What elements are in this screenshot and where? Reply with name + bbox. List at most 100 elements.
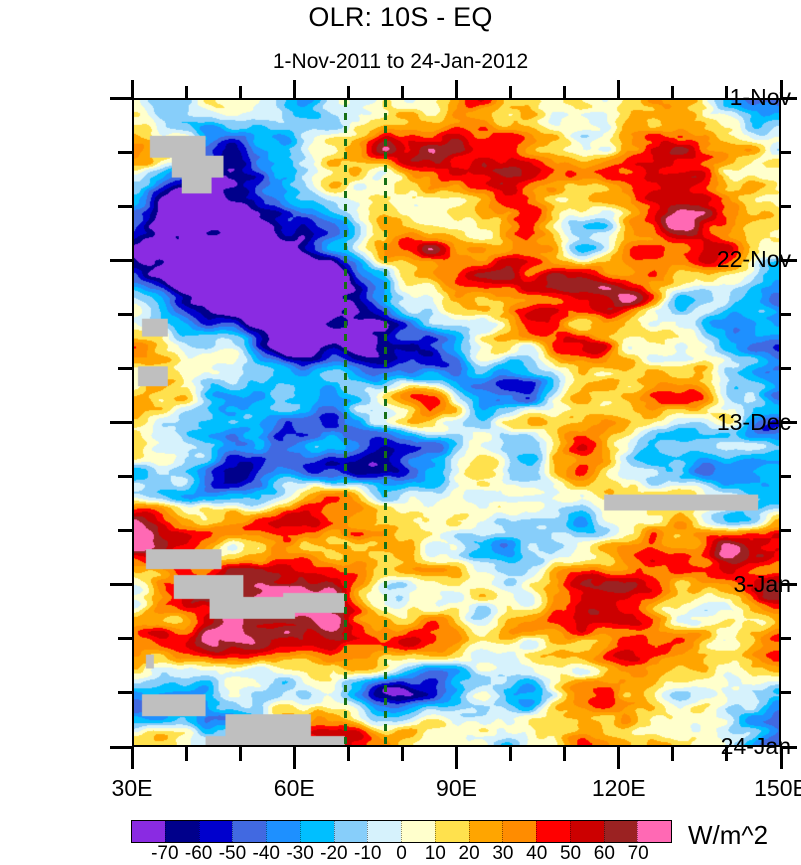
x-tick-mark-top [130,80,134,98]
colorbar-swatch-13[interactable] [569,821,604,842]
annotation-vline-1 [383,100,387,745]
y-axis-label-3-jan: 3-Jan [733,570,791,597]
colorbar-swatch-0[interactable] [132,821,165,842]
x-tick-mark-top [617,80,621,98]
x-tick-mark-top [292,80,296,98]
y-tick-mark [118,637,132,641]
x-tick-mark-top [779,80,783,98]
y-tick-mark [118,366,132,370]
y-tick-mark-right [781,421,797,424]
y-tick-mark-right [781,258,797,262]
x-tick-mark-top [238,86,242,98]
colorbar-tick-40: 40 [526,843,548,864]
colorbar-tick-30: 30 [492,843,514,864]
x-tick-mark [184,747,188,761]
colorbar-swatch-7[interactable] [367,821,401,842]
y-tick-mark [110,258,132,262]
y-tick-mark [118,150,132,154]
y-tick-mark-right [781,529,791,533]
x-tick-mark [130,747,134,769]
colorbar-tick-20: 20 [458,843,480,864]
x-axis-label-30e: 30E [111,775,153,801]
x-tick-mark [292,747,296,769]
colorbar-tick--40: -40 [252,843,280,864]
colorbar-swatch-10[interactable] [468,821,503,842]
y-tick-mark [118,529,132,533]
x-tick-mark-top [725,86,729,98]
colorbar-swatch-8[interactable] [401,821,435,842]
y-tick-mark-right [781,637,791,641]
y-tick-mark-right [781,312,791,316]
x-tick-mark [455,747,458,769]
colorbar-swatch-3[interactable] [232,821,266,842]
x-tick-mark-top [509,86,513,98]
x-tick-mark [509,747,513,761]
colorbar-swatch-12[interactable] [536,821,570,842]
plot-area[interactable] [132,98,781,747]
colorbar-tick--30: -30 [286,843,314,864]
heatmap-field [134,100,779,745]
x-axis-label-60e: 60E [273,775,315,801]
y-tick-mark [118,312,132,316]
y-tick-mark-right [781,691,791,695]
x-tick-mark [779,747,783,769]
x-tick-mark [563,747,567,761]
colorbar-tick--10: -10 [353,843,382,864]
colorbar-swatch-6[interactable] [333,821,368,842]
x-axis-label-90e: 90E [436,775,477,801]
y-tick-mark-right [781,96,797,100]
colorbar-swatch-1[interactable] [164,821,199,842]
y-tick-mark-right [781,150,791,154]
y-tick-mark-right [781,583,797,587]
x-tick-mark-top [455,80,458,98]
y-axis-label-24-jan: 24-Jan [720,733,791,759]
colorbar-tick--20: -20 [320,843,348,864]
y-tick-mark [118,475,132,479]
y-tick-mark-right [781,366,791,370]
annotation-vline-0 [343,100,347,745]
x-tick-mark [725,747,729,761]
colorbar-swatch-14[interactable] [603,821,638,842]
x-tick-mark-top [563,86,567,98]
chart-subtitle: 1-Nov-2011 to 24-Jan-2012 [272,50,529,73]
colorbar-tick--60: -60 [184,843,213,864]
x-tick-mark [238,747,242,761]
colorbar-tick-10: 10 [424,843,446,864]
colorbar-tick-50: 50 [559,843,582,864]
x-tick-mark [346,747,350,761]
x-axis-label-120e: 120E [591,775,646,801]
y-axis-label-22-nov: 22-Nov [716,246,791,273]
y-tick-mark-right [781,475,791,479]
colorbar-tick-60: 60 [593,843,615,864]
colorbar-tick--50: -50 [218,843,247,864]
y-tick-mark [110,745,132,749]
y-tick-mark [110,583,132,587]
colorbar-tick-70: 70 [627,843,649,864]
x-tick-mark-top [400,86,404,98]
y-tick-mark [118,691,132,695]
x-tick-mark [617,747,621,769]
y-tick-mark [118,204,132,208]
y-tick-mark-right [781,204,791,208]
colorbar[interactable] [131,820,672,843]
x-tick-mark [400,747,404,761]
colorbar-swatch-4[interactable] [266,821,300,842]
chart-title: OLR: 10S - EQ [308,2,493,32]
x-axis-label-150e: 150E [754,775,801,801]
y-tick-mark [110,96,132,100]
y-axis-label-13-dec: 13-Dec [716,408,791,435]
x-tick-mark [671,747,675,761]
x-tick-mark-top [184,86,188,98]
x-tick-mark-top [671,86,675,98]
y-tick-mark [110,421,132,424]
colorbar-swatch-2[interactable] [198,821,233,842]
colorbar-swatch-11[interactable] [502,821,536,842]
colorbar-swatch-9[interactable] [434,821,469,842]
colorbar-swatch-15[interactable] [637,821,671,842]
colorbar-swatch-5[interactable] [299,821,334,842]
y-axis-label-1-nov: 1-Nov [729,84,791,110]
colorbar-tick--70: -70 [151,843,179,864]
y-tick-mark-right [781,745,797,749]
colorbar-tick-0: 0 [396,843,407,864]
